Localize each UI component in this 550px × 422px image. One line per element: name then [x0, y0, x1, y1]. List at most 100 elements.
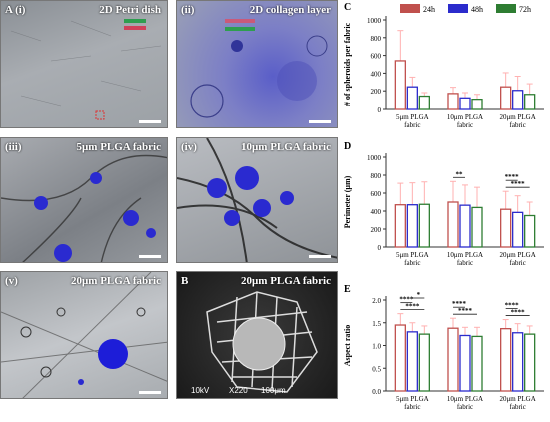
y-tick-label: 0.5 [372, 365, 381, 373]
scale-bar [309, 120, 331, 123]
fabric-10um-micrograph [177, 138, 337, 262]
panel-label: D [344, 141, 351, 152]
sem-voltage: 10kV [191, 386, 210, 395]
panel-title: 10μm PLGA fabric [241, 141, 331, 153]
significance-label: **** [505, 173, 520, 181]
legend-swatch [400, 4, 420, 13]
scale-bar [139, 120, 161, 123]
panel-label: (iv) [181, 141, 197, 153]
y-tick-label: 400 [371, 208, 382, 216]
bar [394, 324, 406, 392]
fabric-20um-micrograph [1, 272, 167, 398]
x-tick-label: fabric [404, 121, 420, 129]
panel-petri-dish: A (i) 2D Petri dish [0, 0, 168, 128]
y-tick-label: 0 [378, 244, 382, 252]
x-tick-label: fabric [404, 259, 420, 267]
bar [418, 203, 430, 248]
x-tick-label: 20μm PLGA [500, 251, 536, 259]
bar [394, 204, 406, 248]
y-tick-label: 1.0 [372, 343, 381, 351]
significance-label: * [417, 291, 421, 299]
scale-bar [139, 391, 161, 394]
panel-label: E [344, 284, 351, 295]
y-axis-label: # of spheroids per fabric [343, 22, 352, 106]
legend-label: 48h [471, 5, 483, 14]
panel-label: B [181, 275, 189, 287]
bar [394, 60, 406, 110]
bar [471, 335, 483, 392]
panel-label: (iii) [5, 141, 22, 153]
sem-micrograph [206, 291, 318, 393]
bar [471, 206, 483, 248]
panel-title: 2D collagen layer [249, 4, 331, 16]
panel-title: 2D Petri dish [99, 4, 161, 16]
bar [524, 333, 536, 392]
legend-label: 24h [423, 5, 435, 14]
panel-20um-fabric: (v) 20μm PLGA fabric [0, 271, 168, 399]
x-tick-label: fabric [510, 259, 526, 267]
petri-dish-micrograph [10, 19, 162, 120]
bar [500, 328, 512, 392]
significance-label: **** [511, 180, 526, 188]
y-tick-label: 600 [371, 190, 382, 198]
y-tick-label: 0 [378, 106, 382, 114]
x-tick-label: fabric [457, 403, 473, 411]
significance-label: **** [511, 309, 526, 317]
x-tick-label: 10μm PLGA [447, 395, 483, 403]
y-axis-label: Aspect ratio [343, 325, 352, 367]
significance-label: **** [458, 307, 473, 315]
y-tick-label: 800 [371, 35, 382, 43]
bar [447, 93, 459, 110]
panel-title: 20μm PLGA fabric [241, 275, 331, 287]
x-tick-label: fabric [510, 403, 526, 411]
bar [500, 86, 512, 110]
bar [447, 327, 459, 392]
panel-label: (v) [5, 275, 18, 287]
y-tick-label: 2.0 [372, 297, 381, 305]
bar [459, 334, 471, 392]
chart-perimeter: D 0 200 400 600 800 1000 Perimeter (μm) 5μm PLGA… [343, 141, 544, 267]
y-tick-label: 400 [371, 70, 382, 78]
collagen-micrograph [190, 19, 328, 118]
bar [406, 86, 418, 110]
bar [447, 201, 459, 248]
bar [406, 331, 418, 392]
x-tick-label: fabric [510, 121, 526, 129]
y-tick-label: 1.5 [372, 320, 381, 328]
sem-magnification: X220 [229, 386, 248, 395]
panel-5um-fabric: (iii) 5μm PLGA fabric [0, 137, 168, 263]
bar [500, 208, 512, 248]
bar [418, 333, 430, 392]
y-axis-label: Perimeter (μm) [343, 175, 352, 228]
y-tick-label: 200 [371, 226, 382, 234]
panel-label: C [344, 2, 351, 13]
significance-label: **** [452, 300, 467, 308]
bar [524, 94, 536, 110]
significance-label: **** [505, 302, 520, 310]
x-tick-label: fabric [457, 259, 473, 267]
significance-label: **** [399, 296, 414, 304]
x-tick-label: fabric [404, 403, 420, 411]
scale-bar [139, 255, 161, 258]
bar [418, 95, 430, 110]
x-tick-label: fabric [457, 121, 473, 129]
panel-title: 5μm PLGA fabric [76, 141, 161, 153]
bar [406, 204, 418, 248]
panel-sem: B 20μm PLGA fabric 10kV X220 100μm [176, 271, 338, 399]
legend-swatch [496, 4, 516, 13]
panel-title: 20μm PLGA fabric [71, 275, 161, 287]
panel-10um-fabric: (iv) 10μm PLGA fabric [176, 137, 338, 263]
x-tick-label: 10μm PLGA [447, 251, 483, 259]
bar [471, 99, 483, 110]
sem-scale: 100μm [261, 386, 286, 395]
y-tick-label: 800 [371, 172, 382, 180]
y-tick-label: 0.0 [372, 388, 381, 396]
legend-label: 72h [519, 5, 531, 14]
y-tick-label: 1000 [367, 17, 382, 25]
fabric-5um-micrograph [1, 154, 167, 262]
bar [459, 204, 471, 248]
x-tick-label: 5μm PLGA [396, 113, 429, 121]
x-tick-label: 5μm PLGA [396, 395, 429, 403]
scale-bar [309, 255, 331, 258]
